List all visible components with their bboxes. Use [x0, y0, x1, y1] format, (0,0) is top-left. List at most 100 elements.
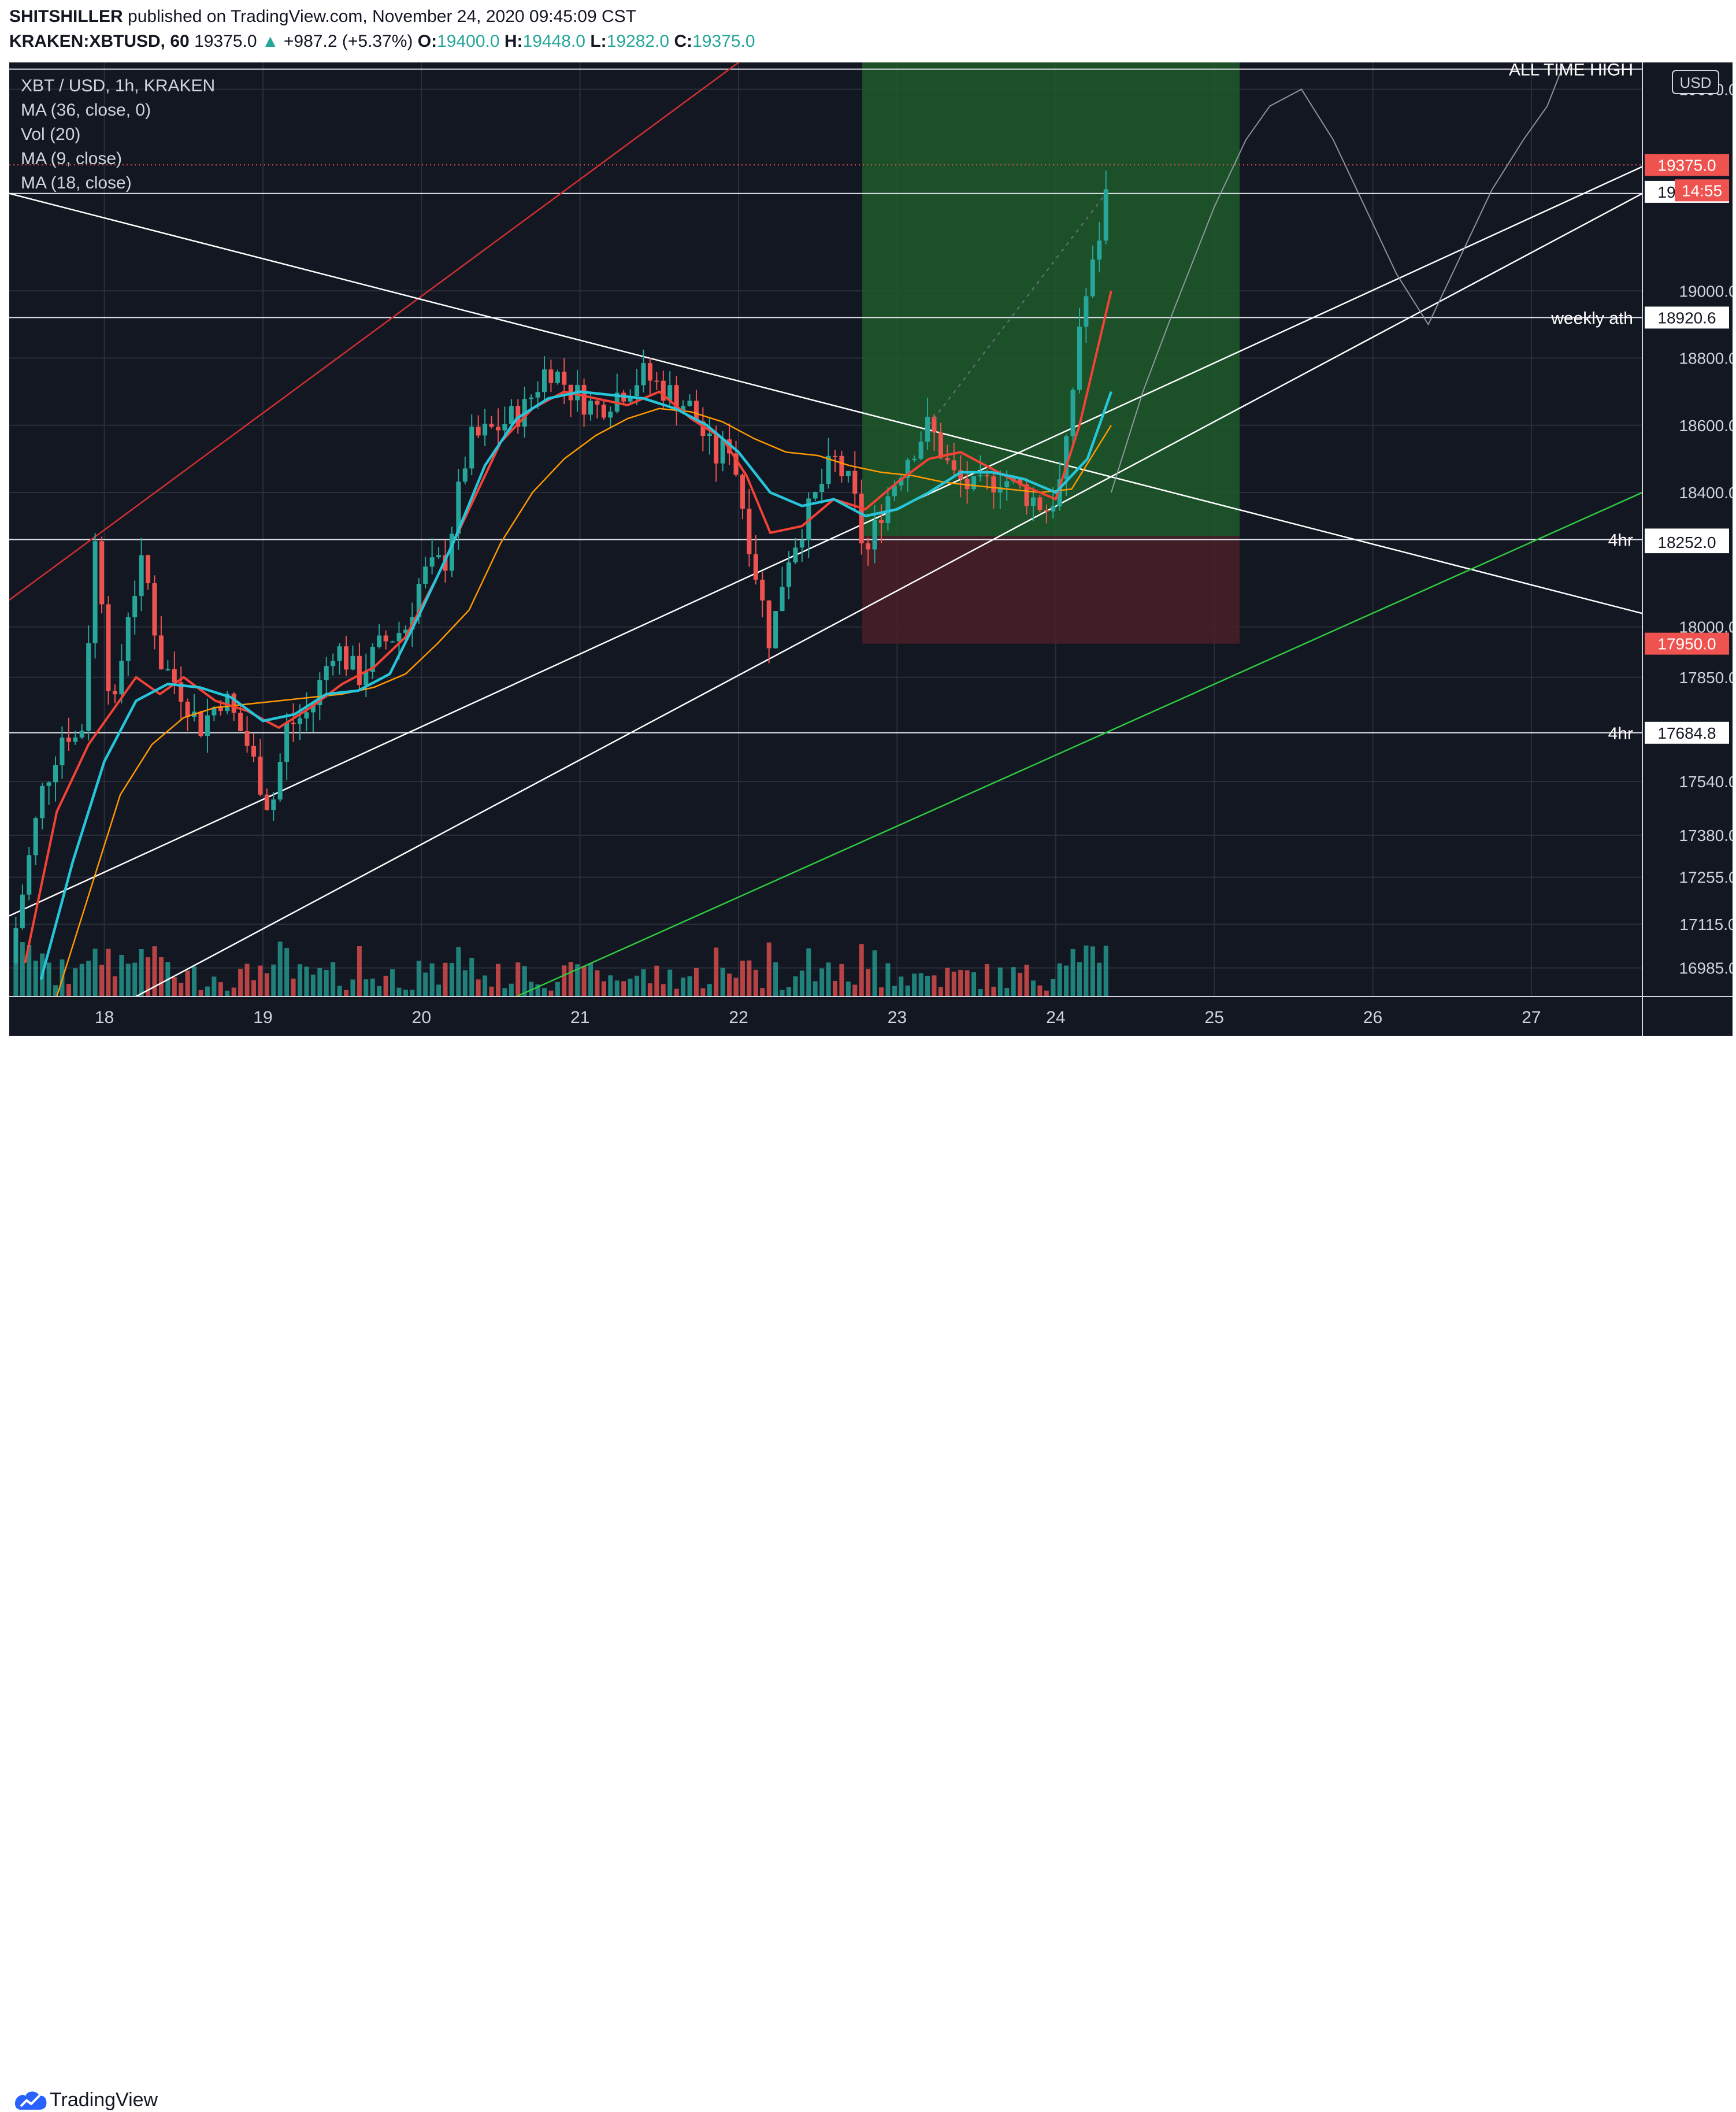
- candle-body: [813, 492, 818, 499]
- volume-bar: [1030, 980, 1036, 996]
- volume-bar: [416, 961, 421, 996]
- volume-bar: [595, 970, 600, 996]
- candle-body: [733, 453, 739, 475]
- volume-bar: [1018, 972, 1023, 996]
- volume-bar: [548, 990, 554, 996]
- volume-bar: [687, 976, 692, 996]
- y-tick-label: 18800.0: [1679, 350, 1733, 368]
- volume-bar: [456, 947, 461, 996]
- candle-body: [284, 722, 290, 762]
- candle-body: [331, 661, 336, 666]
- candle-body: [357, 655, 362, 686]
- candle-body: [1084, 296, 1089, 327]
- volume-bar: [125, 964, 131, 996]
- symbol-label[interactable]: KRAKEN:XBTUSD, 60: [9, 32, 190, 51]
- close-value: 19375.0: [692, 32, 755, 51]
- legend-vol[interactable]: Vol (20): [21, 125, 81, 144]
- countdown-badge: [1675, 179, 1729, 202]
- high-value: 19448.0: [522, 32, 585, 51]
- candle-body: [965, 479, 970, 490]
- volume-bar: [700, 988, 706, 996]
- candle-body: [165, 669, 170, 670]
- volume-bar: [331, 962, 336, 996]
- candle-body: [1018, 477, 1023, 485]
- last-price: 19375.0: [194, 32, 257, 51]
- price-axis[interactable]: 19600.019000.018800.018600.018400.018000…: [1642, 62, 1733, 1036]
- volume-bar: [152, 946, 157, 996]
- candle-body: [423, 566, 428, 584]
- legend-ma36[interactable]: MA (36, close, 0): [21, 101, 151, 120]
- candle-body: [852, 470, 858, 494]
- candle-body: [1070, 390, 1075, 436]
- volume-bar: [179, 983, 184, 996]
- candle-body: [337, 646, 342, 661]
- legend-ma9[interactable]: MA (9, close): [21, 149, 123, 168]
- legend-ma18[interactable]: MA (18, close): [21, 173, 132, 192]
- volume-bar: [912, 973, 917, 996]
- candle-body: [595, 401, 600, 405]
- tradingview-logo-icon[interactable]: [13, 2087, 49, 2112]
- candle-body: [277, 762, 283, 800]
- candle-body: [66, 738, 71, 742]
- volume-bar: [839, 964, 844, 996]
- countdown-label: 14:55: [1682, 181, 1722, 199]
- candle-body: [826, 455, 831, 484]
- candle-body: [20, 894, 25, 928]
- volume-bar: [918, 973, 923, 996]
- volume-bar: [693, 968, 699, 996]
- volume-bar: [79, 964, 84, 996]
- time-axis[interactable]: 18 19 20 21 22 23 24 25 26 27: [9, 996, 1733, 1027]
- candle-body: [152, 583, 157, 636]
- price-badge: [1645, 154, 1729, 176]
- volume-bar: [601, 981, 606, 996]
- candle-body: [1064, 436, 1069, 480]
- trendline: [516, 491, 1643, 998]
- volume-bar: [53, 985, 58, 996]
- candle-body: [925, 417, 930, 442]
- publisher-name[interactable]: SHITSHILLER: [9, 7, 123, 26]
- volume-bar: [1077, 962, 1082, 996]
- candle-body: [555, 371, 560, 383]
- volume-bar: [529, 981, 534, 996]
- volume-bar: [370, 979, 375, 996]
- volume-bar: [945, 968, 950, 996]
- x-tick-label: 20: [412, 1008, 431, 1027]
- volume-bar: [905, 985, 910, 996]
- volume-bar: [350, 979, 355, 996]
- volume-bar: [489, 986, 494, 996]
- candle-body: [859, 494, 864, 544]
- candle-body: [581, 384, 587, 415]
- tradingview-brand[interactable]: TradingView: [50, 2089, 158, 2111]
- volume-bar: [99, 965, 105, 996]
- candle-body: [483, 424, 488, 436]
- volume-bar: [1004, 988, 1010, 996]
- candle-body: [370, 646, 375, 672]
- volume-bar: [277, 942, 283, 996]
- volume-bar: [146, 957, 151, 996]
- volume-bar: [958, 969, 963, 996]
- volume-bar: [106, 948, 111, 996]
- candle-body: [588, 401, 593, 415]
- volume-bar: [132, 962, 138, 996]
- volume-bar: [714, 947, 719, 996]
- volume-bar: [429, 963, 435, 996]
- volume-bar: [403, 990, 408, 996]
- candle-body: [945, 458, 950, 461]
- candle-body: [714, 433, 719, 464]
- level-label: weekly ath: [1550, 309, 1633, 328]
- trendline: [135, 192, 1643, 998]
- volume-bar: [859, 944, 864, 996]
- candle-body: [212, 707, 217, 716]
- currency-label: USD: [1680, 74, 1712, 91]
- price-chart[interactable]: 19600.019000.018800.018600.018400.018000…: [9, 62, 1733, 1036]
- position-zones: [862, 62, 1240, 644]
- candle-body: [73, 737, 78, 742]
- volume-bar: [575, 964, 580, 996]
- candle-body: [264, 794, 269, 810]
- volume-bar: [925, 976, 930, 996]
- candle-body: [681, 406, 686, 410]
- candle-body: [535, 392, 540, 398]
- legend-title[interactable]: XBT / USD, 1h, KRAKEN: [21, 76, 216, 95]
- volume-bar: [1024, 964, 1029, 996]
- volume-bar: [509, 983, 514, 996]
